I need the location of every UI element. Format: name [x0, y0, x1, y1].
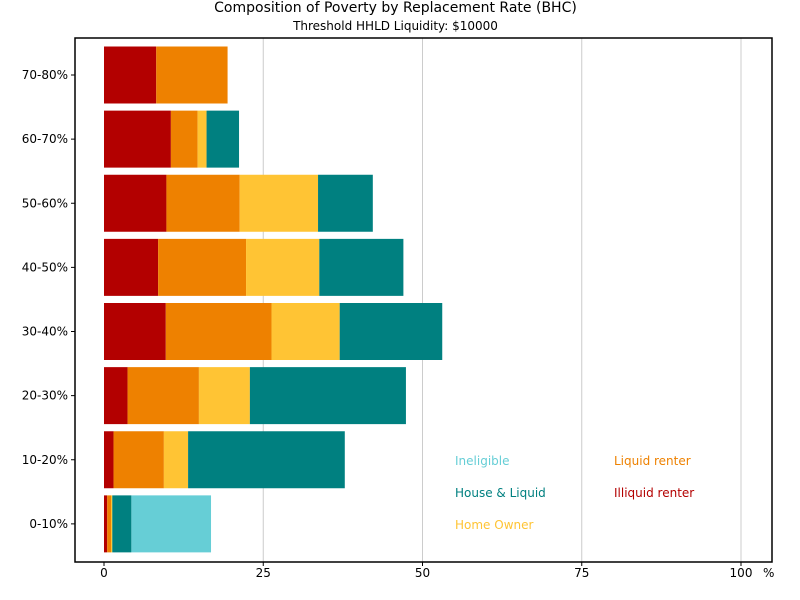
bar-segment	[239, 174, 319, 232]
x-tick-labels: 0 25 50 75 100	[100, 562, 752, 580]
bar-segment	[165, 303, 272, 360]
bars	[104, 46, 443, 553]
y-tick-label: 50-60%	[22, 196, 68, 210]
bar-segment	[104, 431, 114, 489]
y-tick-label: 40-50%	[22, 260, 68, 274]
chart-title: Composition of Poverty by Replacement Ra…	[214, 0, 577, 16]
y-tick-label: 20-30%	[22, 389, 68, 403]
legend-item: Ineligible	[455, 454, 510, 468]
x-tick-label: 0	[100, 566, 108, 580]
bar-segment	[113, 431, 164, 489]
legend-item: Illiquid renter	[614, 486, 695, 500]
bar-segment	[156, 46, 228, 104]
bar-segment	[271, 303, 340, 360]
bar-segment	[339, 303, 443, 360]
bar-segment	[170, 110, 198, 168]
bar-segment	[104, 303, 166, 360]
bar-segment	[104, 495, 108, 553]
x-tick-label: 75	[574, 566, 589, 580]
legend-item: House & Liquid	[455, 486, 546, 500]
bar-segment	[127, 367, 199, 425]
bar-segment	[104, 46, 157, 104]
bar-segment	[107, 495, 112, 553]
bar-segment	[104, 110, 171, 168]
x-tick-label: 25	[256, 566, 271, 580]
plot-frame	[74, 37, 773, 563]
y-tick-label: 70-80%	[22, 68, 68, 82]
y-tick-label: 0-10%	[29, 517, 68, 531]
bar-segment	[249, 367, 406, 425]
bar-segment	[131, 495, 212, 553]
bar-segment	[158, 238, 247, 296]
y-tick-label: 10-20%	[22, 453, 68, 467]
legend-item: Home Owner	[455, 518, 534, 532]
y-tick-label: 30-40%	[22, 325, 68, 339]
bar-segment	[104, 367, 128, 425]
bar-segment	[319, 238, 404, 296]
bar-segment	[198, 367, 250, 425]
x-tick-label: 50	[415, 566, 430, 580]
bar-segment	[166, 174, 240, 232]
bar-segment	[318, 174, 373, 232]
bar-segment	[163, 431, 189, 489]
x-axis-label: %	[763, 566, 774, 580]
bar-segment	[104, 174, 167, 232]
bar-segment	[112, 495, 132, 553]
bar-segment	[206, 110, 240, 168]
chart-subtitle: Threshold HHLD Liquidity: $10000	[293, 19, 498, 33]
bar-segment	[111, 495, 113, 553]
legend-item: Liquid renter	[614, 454, 691, 468]
y-tick-label: 60-70%	[22, 132, 68, 146]
bar-segment	[197, 110, 207, 168]
y-tick-labels: 0-10% 10-20% 20-30% 30-40% 40-50% 50-60% 60-70…	[22, 68, 75, 531]
bar-segment	[104, 238, 159, 296]
x-tick-label: 100	[730, 566, 753, 580]
bar-segment	[246, 238, 320, 296]
bar-segment	[188, 431, 345, 489]
